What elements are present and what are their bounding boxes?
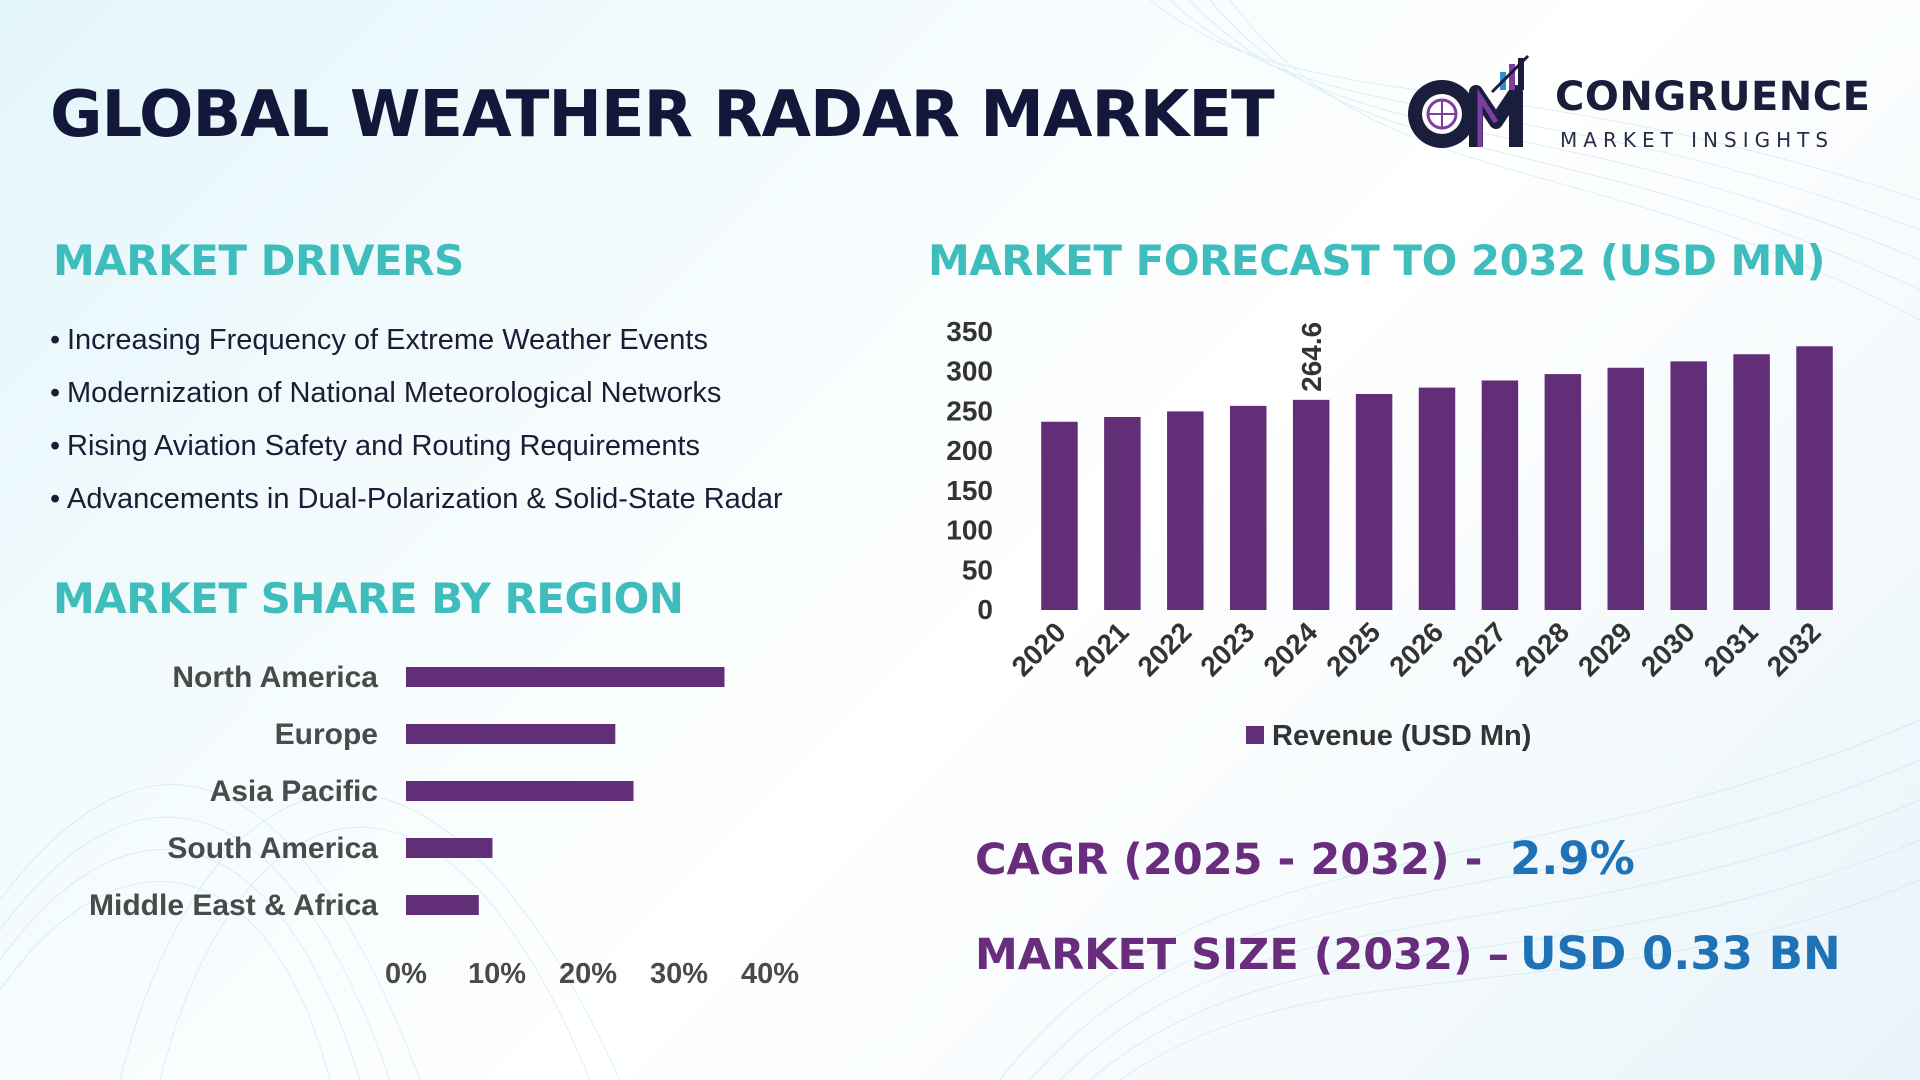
driver-text: Advancements in Dual-Polarization & Soli… [67,483,783,515]
forecast-bar-2032 [1796,346,1833,610]
x-tick-label: 0% [385,958,427,990]
forecast-bar-2030 [1670,361,1707,610]
x-tick-label: 10% [468,958,526,990]
driver-text: Modernization of National Meteorological… [67,377,722,409]
x-tick-label: 2029 [1572,616,1638,682]
company-logo: CONGRUENCE MARKET INSIGHTS [1400,52,1880,162]
market-drivers-list: • Increasing Frequency of Extreme Weather… [50,322,783,534]
cagr-label: CAGR (2025 - 2032) - [975,835,1483,885]
logo-name: CONGRUENCE [1555,74,1871,120]
driver-item: • Increasing Frequency of Extreme Weather… [50,322,783,375]
data-label-2024: 264.6 [1296,322,1327,392]
y-tick-label: 300 [946,356,993,387]
driver-item: • Modernization of National Meteorologica… [50,375,783,428]
x-tick-label: 2020 [1006,616,1072,682]
x-tick-label: 2030 [1635,616,1701,682]
legend-swatch [1246,726,1264,744]
region-bar [406,895,479,915]
forecast-bar-2029 [1607,367,1645,610]
market-size-label: MARKET SIZE (2032) – [975,930,1510,980]
cagr-value: 2.9% [1510,832,1635,885]
region-bar [406,667,725,687]
y-tick-label: 150 [946,475,993,506]
congruence-logo-icon [1408,54,1530,148]
y-tick-label: 350 [946,316,993,347]
driver-text: Rising Aviation Safety and Routing Requi… [67,430,701,462]
forecast-bar-2026 [1418,387,1456,610]
driver-text: Increasing Frequency of Extreme Weather … [67,324,708,356]
bullet-icon: • [50,483,61,515]
region-bar [406,724,616,744]
region-label: North America [172,661,378,694]
bullet-icon: • [50,430,61,462]
bullet-icon: • [50,377,61,409]
logo-tagline: MARKET INSIGHTS [1560,128,1835,152]
legend-label: Revenue (USD Mn) [1272,720,1531,752]
x-tick-label: 2032 [1761,616,1827,682]
forecast-bar-2027 [1481,380,1519,610]
forecast-bar-2024 [1292,399,1330,610]
region-label: Middle East & Africa [89,889,378,922]
market-forecast-title: MARKET FORECAST TO 2032 (USD MN) [928,236,1826,285]
x-tick-label: 30% [650,958,708,990]
x-tick-label: 2027 [1446,616,1512,682]
y-tick-label: 0 [977,594,993,625]
x-tick-label: 40% [741,958,799,990]
region-bar [406,781,634,801]
market-share-region-title: MARKET SHARE BY REGION [53,574,684,623]
forecast-bar-2025 [1355,393,1393,610]
x-tick-label: 2021 [1069,616,1135,682]
region-bar [406,838,493,858]
y-tick-label: 250 [946,395,993,426]
forecast-bar-2021 [1104,416,1141,610]
x-tick-label: 2025 [1320,616,1386,682]
x-tick-label: 2022 [1132,616,1198,682]
region-label: Asia Pacific [210,775,378,808]
market-drivers-title: MARKET DRIVERS [53,236,464,285]
bullet-icon: • [50,324,61,356]
x-tick-label: 2026 [1383,616,1449,682]
forecast-bar-2023 [1229,405,1267,610]
market-size-value: USD 0.33 BN [1520,927,1841,980]
x-tick-label: 2023 [1195,616,1261,682]
region-label: South America [167,832,378,865]
x-tick-label: 2028 [1509,616,1575,682]
forecast-bar-2020 [1041,421,1078,610]
region-label: Europe [275,718,378,751]
x-tick-label: 2024 [1257,616,1323,682]
x-tick-label: 20% [559,958,617,990]
forecast-bar-2031 [1733,354,1770,610]
driver-item: • Advancements in Dual-Polarization & Sol… [50,481,783,534]
forecast-bar-2028 [1544,374,1582,610]
x-tick-label: 2031 [1698,616,1764,682]
y-tick-label: 50 [962,554,993,585]
y-tick-label: 100 [946,515,993,546]
driver-item: • Rising Aviation Safety and Routing Requ… [50,428,783,481]
y-tick-label: 200 [946,435,993,466]
forecast-bar-2022 [1167,411,1204,610]
page-title: GLOBAL WEATHER RADAR MARKET [50,78,1275,152]
